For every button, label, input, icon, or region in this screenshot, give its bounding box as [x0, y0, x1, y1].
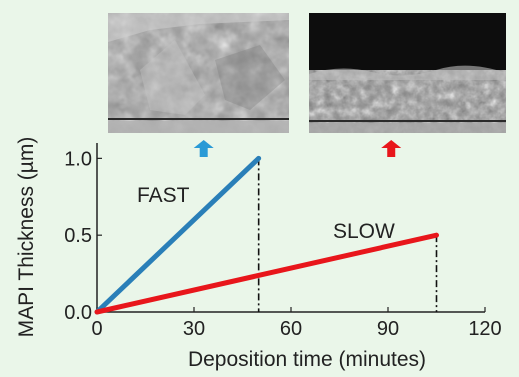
arrow-slow — [381, 140, 402, 157]
series-line-fast — [94, 155, 262, 315]
y-axis-ticks: 0.0 0.5 1.0 — [64, 148, 102, 324]
sem-image-slow — [309, 13, 506, 133]
x-axis-title: Deposition time (minutes) — [188, 348, 426, 371]
x-tick-label: 90 — [377, 318, 399, 340]
x-tick-label: 60 — [280, 318, 302, 340]
y-tick-label: 0.0 — [64, 302, 92, 324]
endpoint-markers — [257, 158, 438, 312]
y-axis-title: MAPI Thickness (µm) — [15, 137, 38, 338]
x-tick-label: 120 — [468, 318, 501, 340]
series-label-fast: FAST — [137, 184, 190, 207]
arrow-fast — [193, 140, 214, 157]
sem-image-fast — [108, 13, 289, 133]
plot-axes — [96, 143, 485, 313]
x-axis-ticks: 0 30 60 90 120 — [91, 307, 502, 340]
series-lines — [94, 155, 439, 315]
series-line-slow — [94, 232, 439, 315]
y-tick-label: 0.5 — [64, 225, 92, 247]
x-tick-label: 0 — [91, 318, 102, 340]
x-tick-label: 30 — [183, 318, 205, 340]
series-label-slow: SLOW — [333, 220, 395, 243]
y-tick-label: 1.0 — [64, 148, 92, 170]
